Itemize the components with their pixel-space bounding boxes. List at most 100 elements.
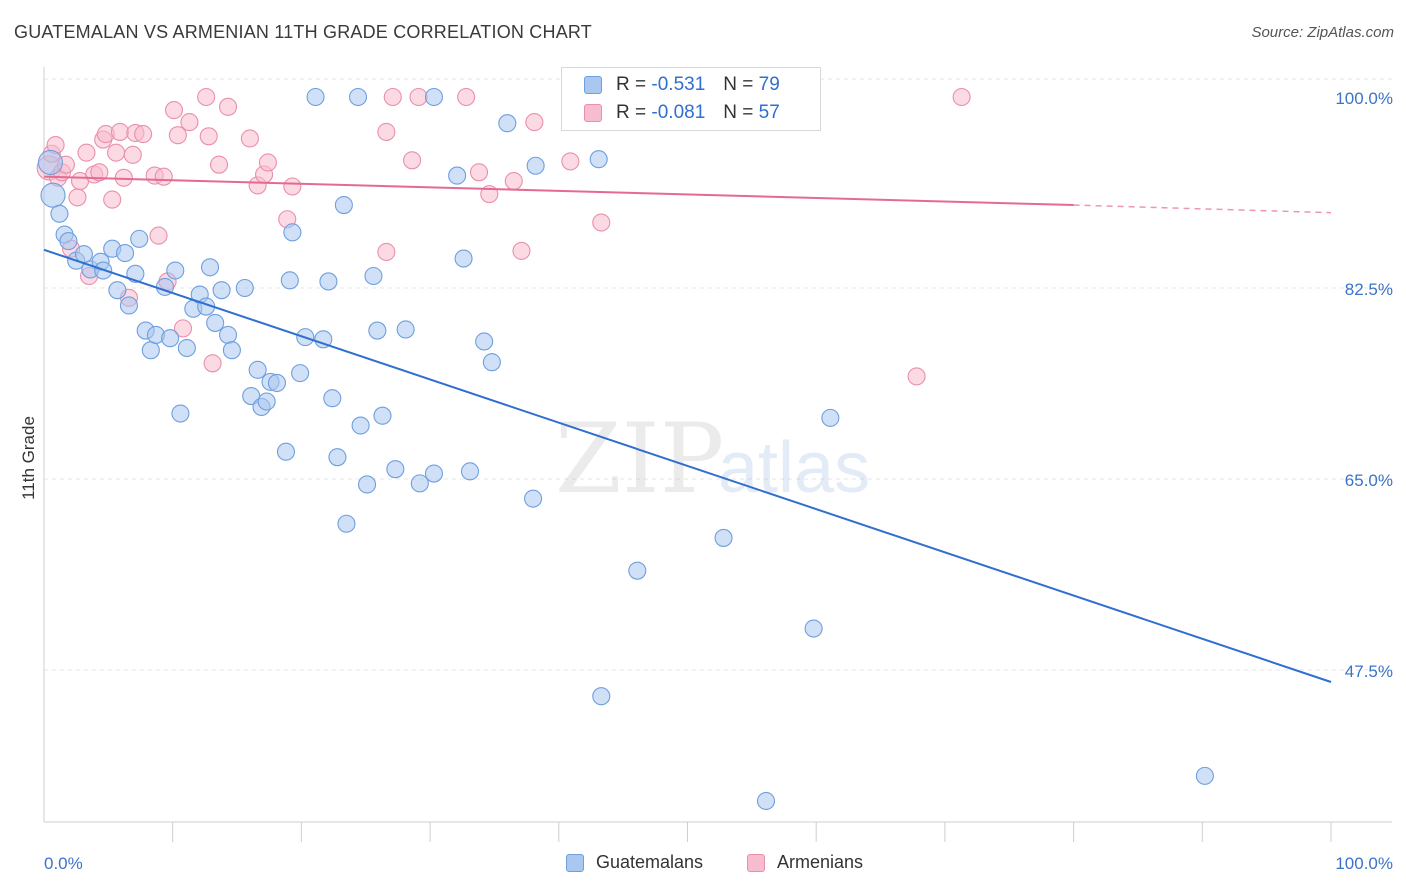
guatemalan-point bbox=[166, 261, 185, 280]
armenian-point bbox=[110, 122, 129, 141]
guatemalan-point bbox=[319, 272, 338, 291]
armenian-point bbox=[377, 122, 396, 141]
armenian-point bbox=[180, 113, 199, 132]
armenian-point bbox=[469, 163, 489, 182]
armenian-point bbox=[504, 171, 523, 191]
guatemalan-point bbox=[130, 229, 149, 248]
armenian-point bbox=[103, 190, 122, 209]
armenian-point bbox=[218, 97, 238, 116]
guatemalan-point bbox=[821, 408, 840, 427]
legend-n-value: 79 bbox=[758, 74, 780, 95]
guatemalan-point bbox=[141, 341, 160, 360]
guatemalan-point bbox=[334, 196, 353, 215]
legend-r-value: -0.081 bbox=[651, 102, 706, 123]
guatemalan-point bbox=[1195, 766, 1214, 785]
armenian-point bbox=[525, 113, 544, 132]
guatemalan-point bbox=[59, 232, 78, 251]
armenian-point bbox=[240, 129, 259, 148]
guatemalan-point bbox=[50, 204, 69, 223]
guatemalan-point bbox=[348, 87, 368, 107]
guatemalan-point bbox=[306, 87, 325, 107]
armenian-point bbox=[123, 145, 142, 164]
armenian-point bbox=[168, 126, 187, 145]
guatemalan-point bbox=[235, 278, 254, 298]
guatemalan-point bbox=[714, 528, 733, 547]
armenian-point bbox=[173, 319, 193, 338]
guatemalan-point bbox=[498, 114, 517, 133]
guatemalan-point bbox=[291, 364, 310, 383]
guatemalan-point bbox=[177, 338, 196, 358]
legend-n-label: N = bbox=[723, 102, 754, 123]
guatemalan-point bbox=[386, 460, 405, 479]
guatemalan-point bbox=[37, 149, 63, 176]
guatemalan-point bbox=[628, 561, 647, 580]
guatemalan-point bbox=[351, 416, 370, 435]
chart-title: GUATEMALAN VS ARMENIAN 11TH GRADE CORREL… bbox=[14, 22, 592, 42]
y-tick-label: 100.0% bbox=[1335, 89, 1393, 108]
source-label: Source: ZipAtlas.com bbox=[1251, 24, 1394, 41]
armenian-trend-extension bbox=[1073, 204, 1332, 214]
guatemalan-point bbox=[482, 353, 501, 372]
guatemalan-point bbox=[589, 150, 608, 169]
guatemalan-point bbox=[212, 281, 231, 300]
legend-r-label: R = bbox=[616, 102, 647, 123]
y-tick-label: 47.5% bbox=[1345, 662, 1393, 681]
guatemalan-point bbox=[424, 464, 444, 483]
guatemalan-point bbox=[454, 249, 473, 268]
guatemalan-point bbox=[108, 281, 127, 300]
legend-row-guatemalans: R = -0.531 N = 79 bbox=[584, 73, 780, 97]
legend-n-value: 57 bbox=[758, 102, 780, 123]
guatemalan-point bbox=[40, 182, 66, 208]
armenian-point bbox=[107, 143, 126, 162]
legend-row-armenians: R = -0.081 N = 57 bbox=[584, 101, 780, 125]
armenian-point bbox=[403, 151, 422, 170]
watermark: ZIP atlas bbox=[555, 403, 870, 515]
gridlines bbox=[44, 78, 1392, 671]
armenian-point bbox=[383, 87, 402, 107]
guatemalan-point bbox=[448, 166, 467, 185]
guatemalan-point bbox=[526, 156, 545, 175]
guatemalan-point bbox=[116, 244, 135, 263]
armenian-point bbox=[377, 242, 396, 262]
armenian-point bbox=[409, 87, 428, 107]
guatemalan-point bbox=[171, 404, 190, 423]
guatemalan-point bbox=[396, 320, 415, 339]
watermark-zip: ZIP bbox=[555, 403, 724, 515]
guatemalan-point bbox=[161, 329, 180, 348]
guatemalan-point bbox=[200, 258, 220, 277]
guatemalan-point bbox=[460, 462, 480, 481]
guatemalan-point bbox=[222, 341, 241, 360]
guatemalan-point bbox=[756, 791, 776, 811]
legend-swatch-guatemalans bbox=[584, 76, 602, 94]
correlation-legend: R = -0.531 N = 79 R = -0.081 N = 57 bbox=[561, 67, 821, 131]
armenian-point bbox=[149, 226, 168, 245]
guatemalan-point bbox=[592, 687, 611, 706]
x-tick-label: 100.0% bbox=[1335, 854, 1393, 873]
guatemalan-point bbox=[283, 223, 302, 242]
guatemalan-point bbox=[804, 619, 823, 638]
guatemalan-point bbox=[248, 360, 267, 379]
guatemalan-point bbox=[357, 475, 377, 494]
legend-r-label: R = bbox=[616, 74, 647, 95]
data-points bbox=[36, 87, 1214, 811]
tick-labels: 47.5% 65.0% 82.5% 100.0% 0.0% 100.0% bbox=[44, 89, 1393, 873]
bottom-legend-label: Armenians bbox=[777, 852, 864, 872]
bottom-legend-label: Guatemalans bbox=[596, 852, 704, 872]
armenian-point bbox=[561, 152, 580, 171]
guatemalan-point bbox=[373, 406, 392, 425]
bottom-legend-swatch-guatemalans bbox=[566, 853, 584, 872]
x-tick-label: 0.0% bbox=[44, 854, 83, 873]
guatemalan-point bbox=[119, 296, 138, 315]
guatemalan-point bbox=[257, 392, 276, 411]
guatemalan-point bbox=[280, 271, 299, 290]
bottom-legend-guatemalans: Guatemalans bbox=[566, 852, 703, 873]
y-tick-label: 65.0% bbox=[1345, 471, 1393, 490]
guatemalan-point bbox=[323, 389, 342, 408]
guatemalan-point bbox=[328, 448, 347, 467]
guatemalan-point bbox=[314, 330, 333, 349]
armenian-point bbox=[512, 241, 531, 260]
guatemalan-point bbox=[475, 332, 494, 351]
armenian-point bbox=[283, 177, 302, 196]
armenian-point bbox=[592, 213, 611, 232]
